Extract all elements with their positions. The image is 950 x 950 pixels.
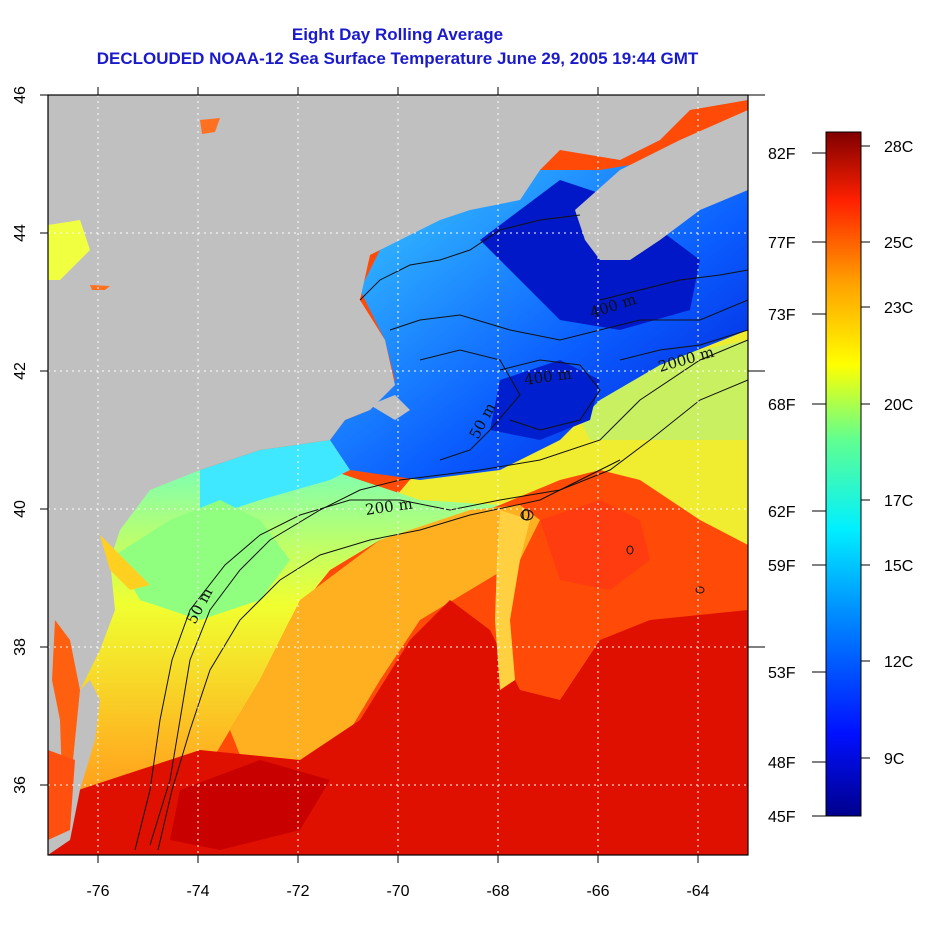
celsius-label: 28C xyxy=(884,139,913,156)
sst-map: 50 m 200 m 400 m 2000 m 400 m 50 m 0 xyxy=(48,95,748,855)
lon-tick-label: -64 xyxy=(686,883,709,900)
lon-tick-label: -66 xyxy=(586,883,609,900)
celsius-ticks xyxy=(861,145,870,759)
north-america-land xyxy=(48,95,748,730)
celsius-label: 15C xyxy=(884,558,913,575)
lat-tick-label: 42 xyxy=(12,362,29,380)
bathymetry-contours xyxy=(134,214,748,851)
fahrenheit-label: 82F xyxy=(768,146,796,163)
lon-ticks xyxy=(97,87,699,863)
lat-tick-label: 40 xyxy=(12,500,29,518)
fahrenheit-label: 68F xyxy=(768,397,796,414)
lon-tick-label: -72 xyxy=(286,883,309,900)
lat-ticks xyxy=(40,94,48,786)
celsius-label: 17C xyxy=(884,493,913,510)
lat-tick-label: 46 xyxy=(12,86,29,104)
map-grid xyxy=(48,95,748,855)
celsius-label: 23C xyxy=(884,300,913,317)
nova-scotia-land xyxy=(575,110,748,260)
lat-tick-label: 38 xyxy=(12,638,29,656)
fahrenheit-label: 45F xyxy=(768,809,796,826)
celsius-label: 20C xyxy=(884,397,913,414)
fahrenheit-label: 77F xyxy=(768,235,796,252)
fahrenheit-label: 73F xyxy=(768,307,796,324)
map-title: Eight Day Rolling Average xyxy=(291,25,504,44)
fahrenheit-ticks xyxy=(748,94,826,817)
lon-tick-label: -68 xyxy=(486,883,509,900)
celsius-label: 9C xyxy=(884,751,904,768)
contour-label-zero: 0 xyxy=(521,506,531,524)
fahrenheit-label: 59F xyxy=(768,558,796,575)
map-subtitle: DECLOUDED NOAA-12 Sea Surface Temperatur… xyxy=(96,49,699,68)
chesapeake-bay xyxy=(52,620,80,790)
celsius-label: 25C xyxy=(884,235,913,252)
lon-tick-label: -70 xyxy=(386,883,409,900)
celsius-label: 12C xyxy=(884,654,913,671)
lon-tick-label: -74 xyxy=(186,883,209,900)
lat-tick-label: 36 xyxy=(12,776,29,794)
lat-tick-label: 44 xyxy=(12,224,29,242)
fahrenheit-label: 62F xyxy=(768,504,796,521)
fahrenheit-label: 48F xyxy=(768,755,796,772)
colorbar xyxy=(825,131,862,817)
fahrenheit-label: 53F xyxy=(768,665,796,682)
lon-tick-label: -76 xyxy=(86,883,109,900)
